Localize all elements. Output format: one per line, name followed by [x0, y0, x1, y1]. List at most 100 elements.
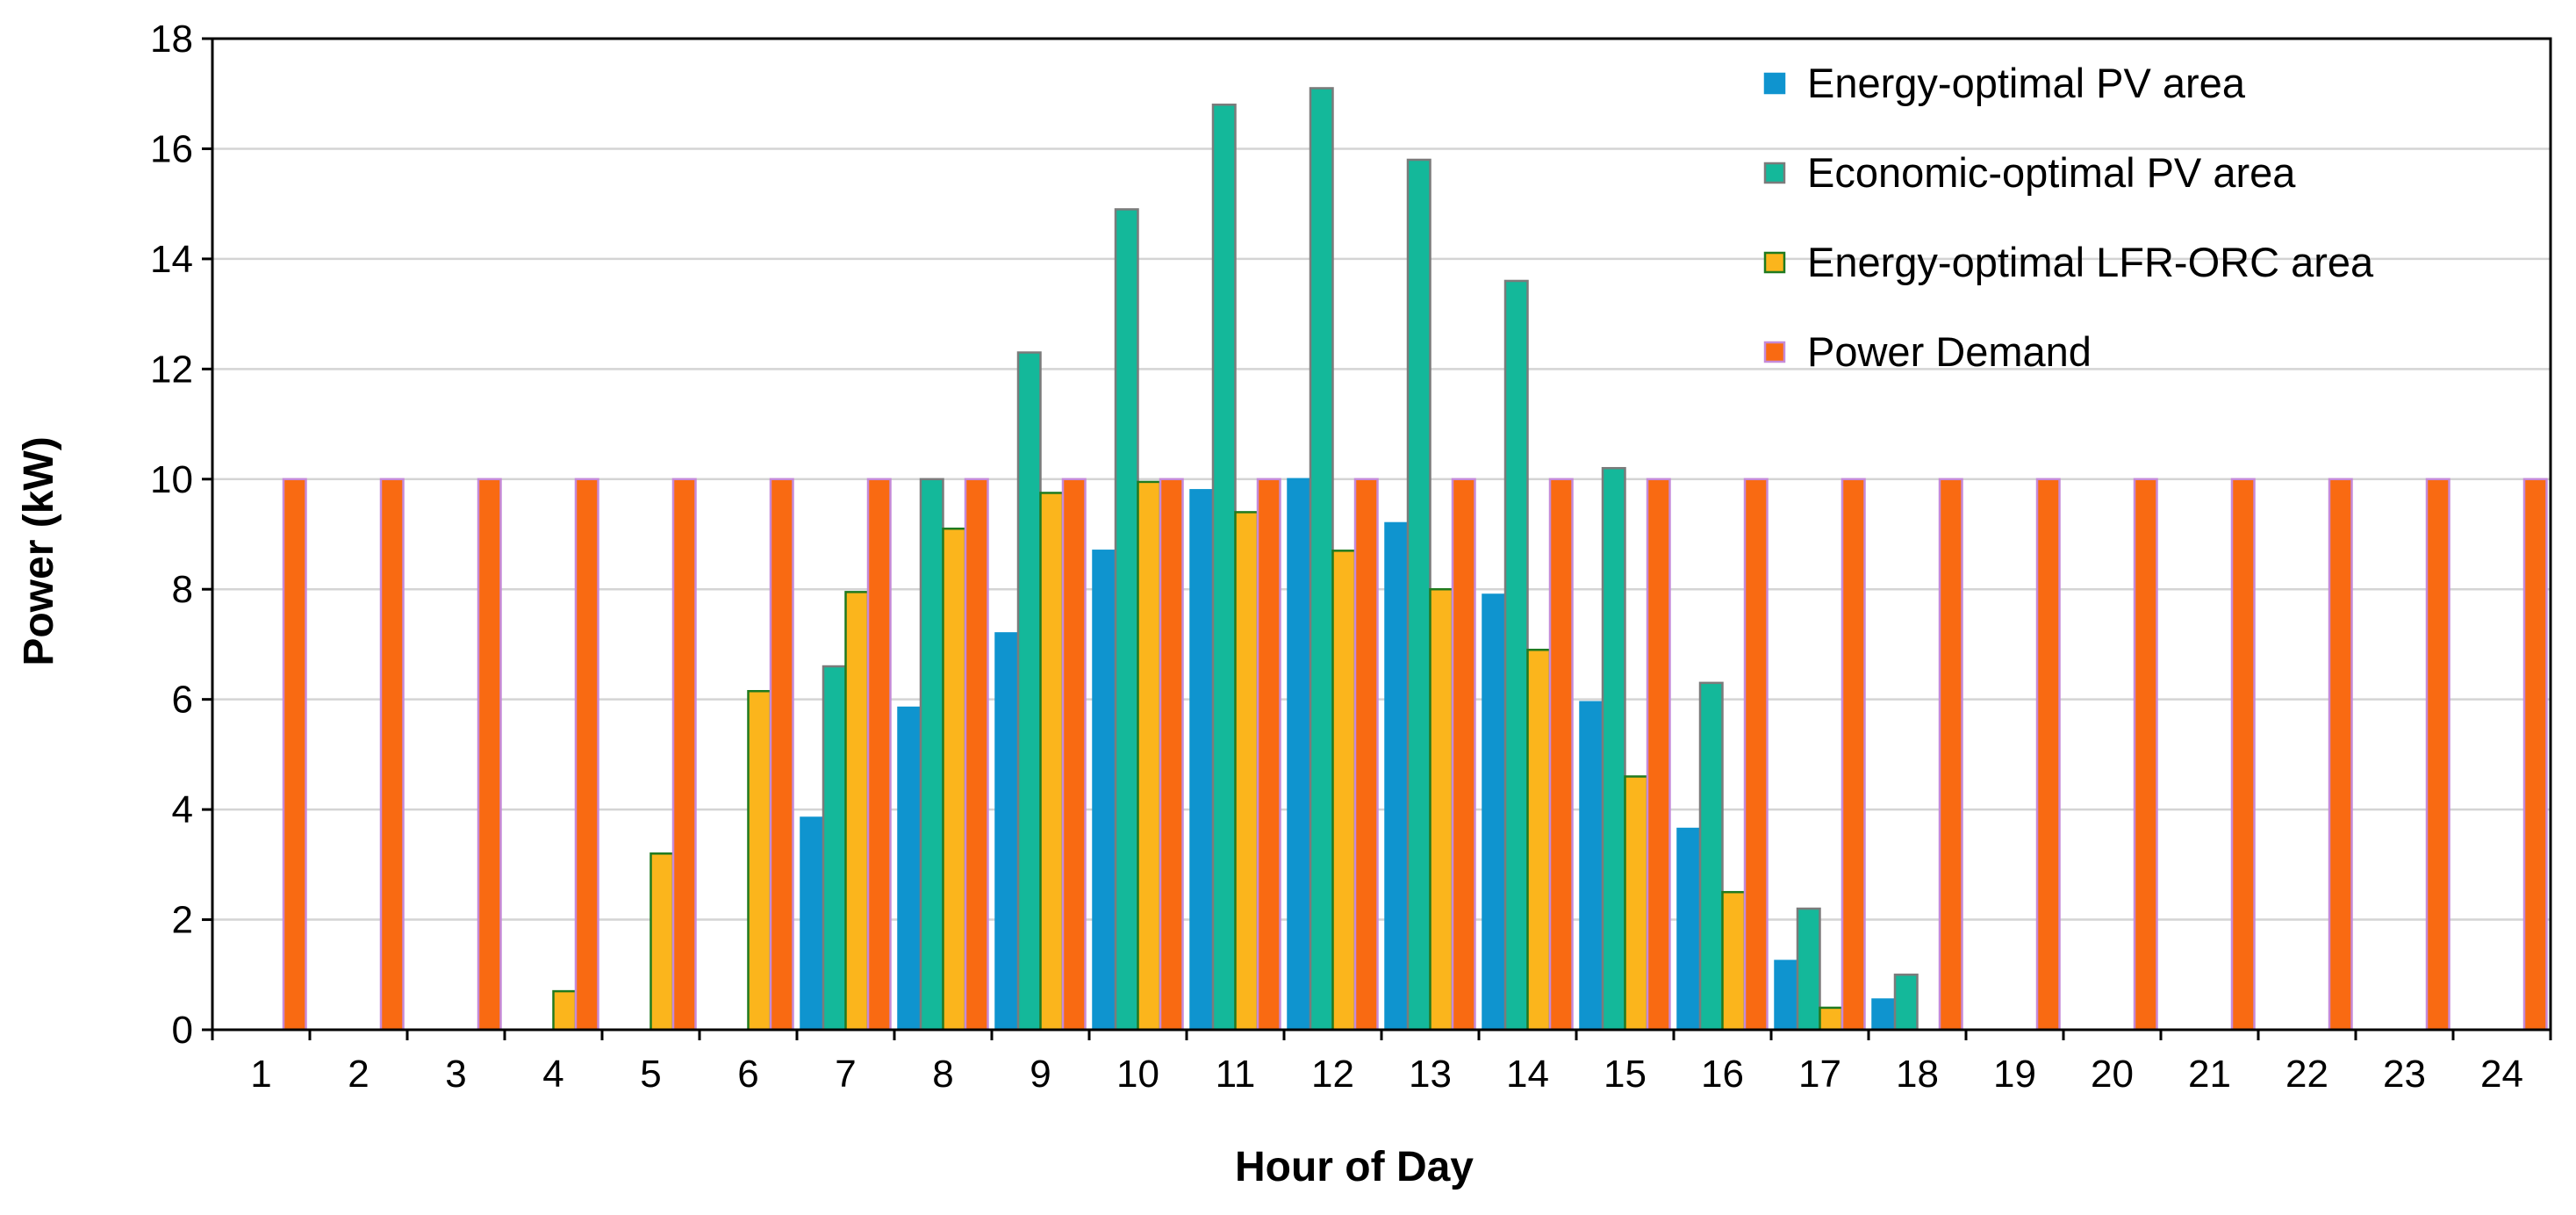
x-tick-label: 1	[250, 1053, 271, 1096]
bar-series4-hour-16	[1743, 478, 1769, 1032]
bar-series2-hour-8	[919, 478, 944, 1032]
legend-label-2: Economic-optimal PV area	[1807, 149, 2296, 196]
y-tick-label: 14	[150, 238, 193, 281]
bar-series4-hour-17	[1841, 478, 1866, 1032]
x-tick-label: 21	[2188, 1053, 2231, 1096]
bar-series4-hour-9	[1061, 478, 1087, 1032]
y-tick-label: 16	[150, 127, 193, 170]
y-tick-label: 8	[172, 568, 193, 611]
x-tick-label: 23	[2383, 1053, 2426, 1096]
x-tick-label: 15	[1604, 1053, 1647, 1096]
x-tick-label: 12	[1311, 1053, 1354, 1096]
bar-series1-hour-8	[897, 706, 922, 1032]
bar-series2-hour-9	[1016, 351, 1042, 1032]
x-tick-label: 19	[1993, 1053, 2036, 1096]
y-tick-label: 18	[150, 18, 193, 61]
legend-swatch-4	[1763, 341, 1786, 363]
bar-series4-hour-12	[1353, 478, 1379, 1032]
bar-series4-hour-7	[866, 478, 892, 1032]
bar-series4-hour-13	[1451, 478, 1476, 1032]
bar-series2-hour-10	[1114, 208, 1139, 1032]
x-tick-label: 4	[542, 1053, 563, 1096]
bar-series1-hour-7	[800, 816, 825, 1032]
legend-label-1: Energy-optimal PV area	[1807, 60, 2246, 106]
x-tick-label: 18	[1896, 1053, 1939, 1096]
bar-series2-hour-18	[1893, 974, 1919, 1032]
y-axis-title: Power (kW)	[16, 436, 62, 665]
x-tick-label: 2	[348, 1053, 369, 1096]
bar-series3-hour-7	[844, 591, 870, 1032]
y-tick-labels: 0 2 4 6 8 10 12 14 16 18	[150, 18, 193, 1052]
y-tick-label: 12	[150, 348, 193, 391]
bar-series3-hour-4	[552, 989, 578, 1032]
x-tick-label: 16	[1701, 1053, 1744, 1096]
bar-series4-hour-14	[1548, 478, 1574, 1032]
bar-series3-hour-11	[1234, 511, 1259, 1032]
bar-series2-hour-13	[1406, 158, 1432, 1032]
bar-series4-hour-10	[1159, 478, 1184, 1032]
y-tick-label: 0	[172, 1009, 193, 1052]
x-tick-labels: 1 2 3 4 5 6 7 8 9 10 11 12 13 14 15 16 17 18 19 20 21 22 23 24	[250, 1053, 2523, 1096]
bar-series4-hour-3	[477, 478, 502, 1032]
x-tick-label: 9	[1030, 1053, 1051, 1096]
x-tick-label: 22	[2285, 1053, 2328, 1096]
bar-series1-hour-9	[994, 632, 1020, 1032]
bar-series4-hour-15	[1646, 478, 1671, 1032]
bars	[282, 87, 2548, 1032]
bar-series1-hour-17	[1774, 960, 1799, 1032]
y-tick-label: 10	[150, 458, 193, 501]
x-tick-label: 7	[835, 1053, 856, 1096]
bar-series4-hour-22	[2328, 478, 2353, 1032]
x-tick-label: 5	[640, 1053, 661, 1096]
bar-series3-hour-6	[747, 690, 772, 1032]
x-tick-label: 24	[2480, 1053, 2523, 1096]
bar-series3-hour-13	[1429, 587, 1454, 1032]
x-tick-label: 11	[1216, 1053, 1256, 1096]
bar-series1-hour-10	[1092, 550, 1117, 1032]
bar-series2-hour-12	[1309, 87, 1334, 1032]
bar-series2-hour-16	[1698, 681, 1724, 1032]
legend-label-3: Energy-optimal LFR-ORC area	[1807, 239, 2374, 285]
y-tick-label: 6	[172, 679, 193, 722]
bar-series3-hour-17	[1819, 1006, 1844, 1032]
x-tick-label: 6	[737, 1053, 758, 1096]
axes	[202, 37, 2552, 1040]
x-tick-label: 3	[445, 1053, 466, 1096]
x-tick-label: 8	[932, 1053, 953, 1096]
bar-series4-hour-23	[2425, 478, 2450, 1032]
bar-series3-hour-10	[1137, 480, 1162, 1032]
bar-series4-hour-18	[1938, 478, 1963, 1032]
legend-swatch-3	[1763, 251, 1786, 274]
bar-series2-hour-7	[822, 665, 847, 1032]
x-tick-label: 10	[1116, 1053, 1159, 1096]
bar-series3-hour-5	[649, 852, 675, 1032]
bar-series1-hour-12	[1287, 478, 1312, 1032]
x-tick-label: 14	[1506, 1053, 1549, 1096]
bar-series4-hour-6	[769, 478, 794, 1032]
bar-series4-hour-11	[1256, 478, 1281, 1032]
bar-series4-hour-21	[2230, 478, 2256, 1032]
bar-series1-hour-13	[1384, 521, 1410, 1032]
bar-series2-hour-14	[1503, 279, 1529, 1032]
bar-series1-hour-15	[1579, 701, 1604, 1032]
legend-label-4: Power Demand	[1807, 328, 2092, 375]
bar-series4-hour-2	[379, 478, 405, 1032]
bar-series4-hour-24	[2522, 478, 2548, 1032]
bar-series4-hour-1	[282, 478, 307, 1032]
bar-series2-hour-11	[1211, 104, 1237, 1032]
bar-series3-hour-14	[1526, 648, 1552, 1032]
bar-series3-hour-15	[1624, 775, 1649, 1032]
bar-series1-hour-11	[1189, 489, 1215, 1032]
bar-series2-hour-17	[1796, 907, 1821, 1032]
bar-series1-hour-18	[1871, 998, 1897, 1032]
bar-series4-hour-19	[2035, 478, 2061, 1032]
y-tick-label: 2	[172, 899, 193, 942]
bar-series4-hour-4	[574, 478, 599, 1032]
bar-series1-hour-14	[1482, 593, 1507, 1032]
x-axis-title: Hour of Day	[1235, 1144, 1474, 1190]
bar-series4-hour-20	[2133, 478, 2158, 1032]
bar-series3-hour-12	[1331, 550, 1357, 1032]
y-tick-label: 4	[172, 788, 193, 831]
